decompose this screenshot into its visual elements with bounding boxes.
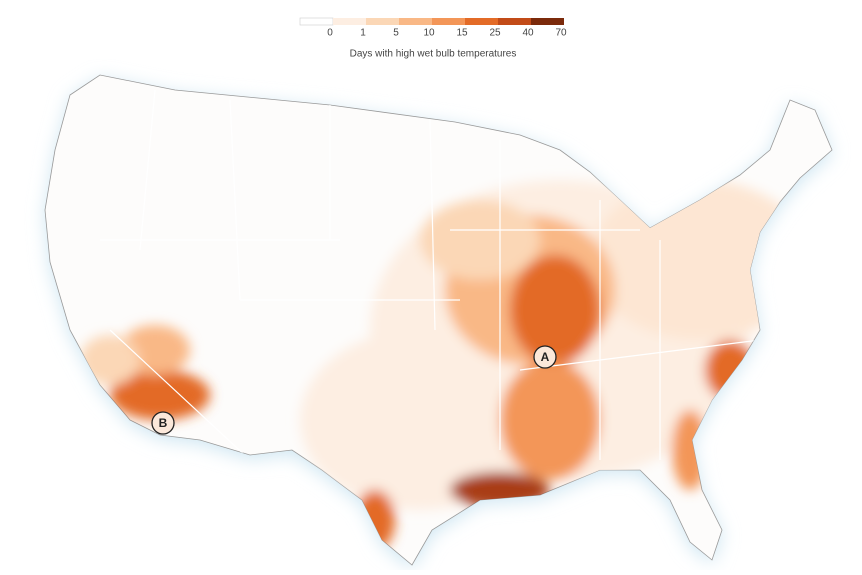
legend-title: Days with high wet bulb temperatures (350, 49, 517, 60)
legend-swatch (432, 18, 465, 25)
legend-swatch (498, 18, 531, 25)
legend-swatch (399, 18, 432, 25)
legend-tick-label: 10 (423, 28, 435, 39)
legend-tick-label: 70 (555, 28, 567, 39)
legend-tick-label: 0 (327, 28, 333, 39)
legend-tick-label: 1 (360, 28, 366, 39)
legend-swatch (531, 18, 564, 25)
legend-swatch (465, 18, 498, 25)
marker-label: B (159, 416, 168, 430)
marker-circle (151, 411, 175, 435)
state-borders (100, 89, 761, 461)
legend-tick-label: 5 (393, 28, 399, 39)
legend-swatch (366, 18, 399, 25)
legend-tick-label: 40 (522, 28, 534, 39)
legend-swatch (333, 18, 366, 25)
legend-tick-label: 25 (489, 28, 501, 39)
marker-label: A (541, 350, 550, 364)
marker-circle (533, 345, 557, 369)
legend-tick-label: 15 (456, 28, 468, 39)
legend-swatch (299, 17, 334, 26)
legend: 0 1 5 10 15 25 40 70 (299, 17, 567, 39)
markers: AB (151, 345, 557, 435)
heat-areas (80, 180, 810, 550)
